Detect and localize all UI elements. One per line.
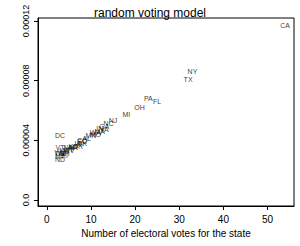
svg-text:10: 10 <box>85 214 97 225</box>
svg-text:40: 40 <box>218 214 230 225</box>
svg-text:0: 0 <box>44 214 50 225</box>
svg-text:0.0: 0.0 <box>21 194 31 207</box>
svg-text:0.00004: 0.00004 <box>21 124 31 157</box>
svg-text:NY: NY <box>188 68 198 75</box>
svg-text:0.00008: 0.00008 <box>21 64 31 97</box>
svg-text:ND: ND <box>55 156 65 163</box>
svg-text:MI: MI <box>122 111 130 118</box>
svg-text:DC: DC <box>55 132 65 139</box>
svg-text:30: 30 <box>174 214 186 225</box>
svg-text:Number of electoral votes for: Number of electoral votes for the state <box>81 228 251 239</box>
svg-text:random voting model: random voting model <box>94 6 206 20</box>
svg-text:50: 50 <box>262 214 274 225</box>
svg-text:PA: PA <box>144 95 153 102</box>
svg-text:20: 20 <box>130 214 142 225</box>
svg-text:OH: OH <box>134 104 145 111</box>
svg-text:MN: MN <box>85 132 97 140</box>
svg-text:TX: TX <box>184 76 193 83</box>
svg-text:0.00012: 0.00012 <box>21 5 31 38</box>
svg-text:CA: CA <box>280 22 290 29</box>
svg-text:FL: FL <box>153 98 161 105</box>
